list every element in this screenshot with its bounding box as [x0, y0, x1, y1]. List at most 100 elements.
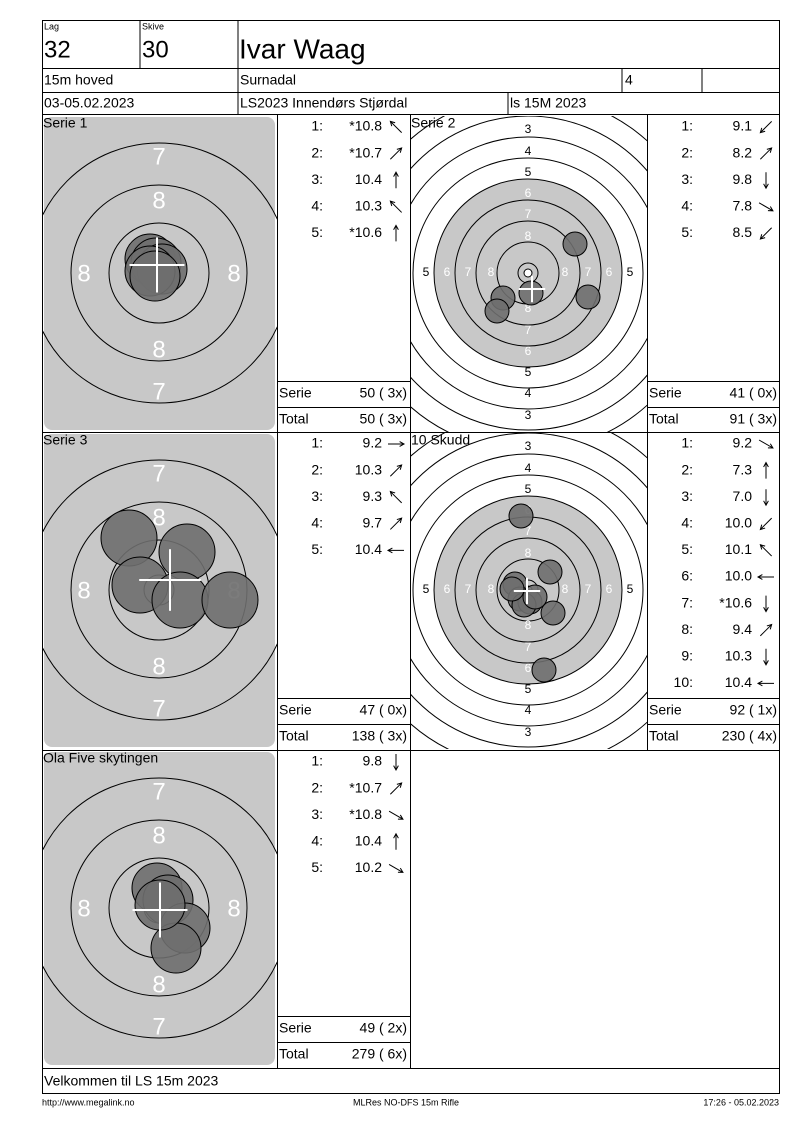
ring-label: 8 [152, 971, 165, 998]
ring-label: 6 [525, 661, 532, 675]
shot-number: 1: [311, 118, 323, 134]
shot-hole [562, 231, 588, 257]
ring-label: 6 [444, 582, 451, 596]
panels: 7 8 8 8 8 7 Serie 1 1: *10.8 2: *10.7 3: 10.4 4: 10.3 5… [43, 115, 780, 1065]
shot-direction [388, 863, 404, 873]
ring-label: 8 [488, 265, 495, 279]
shot-number: 2: [311, 779, 323, 795]
shot-value: 10.1 [725, 541, 752, 557]
ring [412, 157, 644, 389]
ring-label: 6 [444, 265, 451, 279]
shot-number: 5: [681, 224, 693, 240]
shot-number: 1: [681, 118, 693, 134]
ring-label: 5 [627, 265, 634, 279]
shot-hole [158, 523, 216, 581]
shot-number: 3: [311, 488, 323, 504]
ring-label: 8 [152, 653, 165, 680]
ring-label: 8 [227, 895, 240, 922]
shot-direction [389, 464, 403, 477]
shot-hole [129, 250, 181, 302]
shot-direction [389, 782, 403, 795]
shot-direction [389, 490, 403, 504]
ring-label: 3 [525, 122, 532, 136]
shot-hole [575, 284, 601, 310]
shot-number: 4: [311, 198, 323, 214]
panel-title: Ola Five skytingen [43, 750, 158, 766]
ring-label: 3 [525, 439, 532, 453]
shot-value: 9.2 [363, 435, 383, 451]
shot-direction [759, 623, 773, 637]
ring [412, 474, 644, 706]
shot-number: 4: [681, 515, 693, 531]
shot-number: 7: [681, 594, 693, 610]
shot-value: 9.4 [733, 621, 753, 637]
shot-number: 3: [681, 171, 693, 187]
shot-direction [763, 489, 769, 507]
shot-value: 9.8 [363, 753, 383, 769]
shot-number: 6: [681, 568, 693, 584]
ring-label: 7 [585, 265, 592, 279]
shot-value: *10.8 [349, 118, 382, 134]
shot-value: 8.5 [733, 224, 753, 240]
shot-value: *10.7 [349, 779, 382, 795]
ring-label: 3 [525, 725, 532, 739]
shot-value: 10.4 [355, 833, 382, 849]
ring-label: 8 [152, 504, 165, 531]
serie-value: 92 ( 1x) [730, 702, 777, 718]
shot-number: 2: [681, 144, 693, 160]
shot-hole [537, 559, 563, 585]
ring-label: 5 [423, 265, 430, 279]
ring [475, 537, 581, 643]
panel-title: Serie 2 [411, 115, 456, 131]
shot-number: 3: [311, 171, 323, 187]
shot-direction [393, 832, 399, 850]
shot-value: 10.4 [725, 674, 752, 690]
shot-direction [389, 517, 403, 530]
shot-value: *10.7 [349, 144, 382, 160]
ring-label: 7 [525, 524, 532, 538]
total-label: Total [279, 411, 309, 427]
shot-value: 8.2 [733, 144, 753, 160]
ring-label: 7 [525, 640, 532, 654]
panel-title: 10 Skudd [411, 432, 470, 448]
shot-direction [389, 120, 403, 134]
shot-number: 5: [311, 541, 323, 557]
ring-label: 7 [525, 323, 532, 337]
ring-label: 7 [152, 143, 165, 170]
serie-value: 47 ( 0x) [360, 702, 407, 718]
total-value: 230 ( 4x) [722, 728, 777, 744]
shot-hole [531, 657, 557, 683]
ring [411, 433, 647, 748]
ring-label: 8 [562, 265, 569, 279]
ring-label: 8 [152, 336, 165, 363]
panel: 7 8 8 8 8 7 Ola Five skytingen 1: 9.8 2: *10.7 3: *1… [43, 750, 410, 1065]
shot-number: 5: [681, 541, 693, 557]
serie-label: Serie [279, 702, 312, 718]
shot-direction [393, 171, 399, 189]
ring-label: 7 [152, 1013, 165, 1040]
ring-label: 6 [606, 265, 613, 279]
shot-value: 9.2 [733, 435, 753, 451]
ring-label: 5 [525, 165, 532, 179]
footer-message: Velkommen til LS 15m 2023 [44, 1073, 219, 1089]
field: 4 [625, 72, 633, 88]
shot-direction [758, 439, 774, 449]
ring [70, 184, 248, 362]
ring [433, 495, 623, 685]
total-label: Total [649, 411, 679, 427]
shot-direction [759, 120, 773, 134]
shot-number: 10: [674, 674, 693, 690]
shot-direction [393, 754, 399, 772]
program: ls 15M 2023 [510, 95, 586, 111]
panel: 3456788765435678876510 Skudd1:9.22:7.33:… [411, 432, 780, 749]
shot-direction [759, 227, 773, 240]
ring-label: 5 [525, 365, 532, 379]
ring-label: 8 [525, 546, 532, 560]
panel-title: Serie 1 [43, 115, 88, 131]
event: LS2023 Innendørs Stjørdal [240, 95, 407, 111]
shot-value: *10.8 [349, 806, 382, 822]
ring-label: 8 [77, 895, 90, 922]
